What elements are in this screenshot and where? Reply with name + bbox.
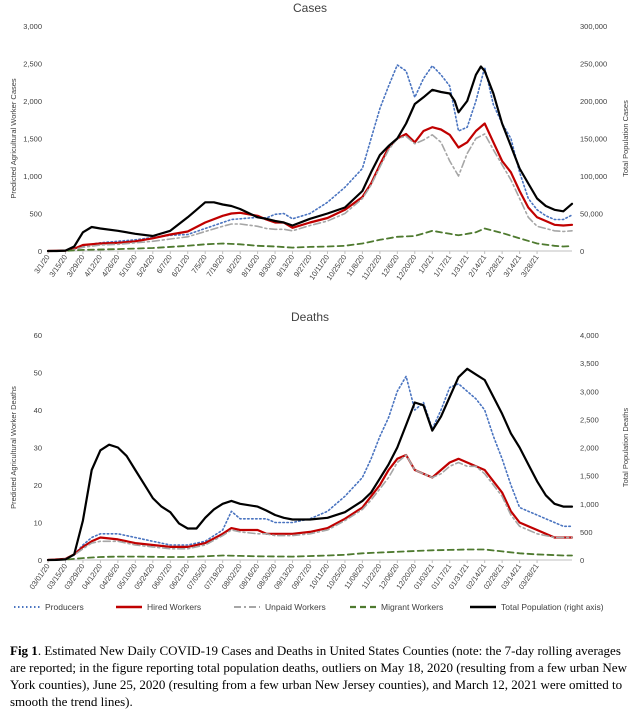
y2-tick-label: 0 bbox=[580, 247, 584, 256]
series-line-unpaid bbox=[47, 454, 573, 561]
y-tick-label: 30 bbox=[34, 444, 42, 453]
legend-label-total: Total Population (right axis) bbox=[501, 602, 604, 612]
y-tick-label: 50 bbox=[34, 369, 42, 378]
y2-tick-label: 3,500 bbox=[580, 359, 599, 368]
y-tick-label: 2,500 bbox=[23, 60, 42, 69]
caption-label: Fig 1 bbox=[10, 643, 38, 658]
y2-axis-title: Total Population Deaths bbox=[621, 408, 630, 487]
chart-canvas: Cases05001,0001,5002,0002,5003,000050,00… bbox=[9, 1, 630, 612]
y-axis-title: Predicted Agricultural Worker Deaths bbox=[9, 386, 18, 509]
y-tick-label: 2,000 bbox=[23, 97, 42, 106]
y2-tick-label: 100,000 bbox=[580, 172, 607, 181]
y2-tick-label: 1,500 bbox=[580, 472, 599, 481]
legend-label-hired: Hired Workers bbox=[147, 602, 201, 612]
series-line-total bbox=[46, 65, 574, 253]
y2-tick-label: 2,000 bbox=[580, 444, 599, 453]
y-tick-label: 1,500 bbox=[23, 135, 42, 144]
chart-panel-deaths: Deaths 0 10 20 30 40 50 60 0 500 1,000 1,500 2,000 2,… bbox=[9, 310, 630, 591]
y2-tick-label: 0 bbox=[580, 556, 584, 565]
y-tick-label: 20 bbox=[34, 481, 42, 490]
y2-tick-label: 50,000 bbox=[580, 210, 603, 219]
legend-label-migrant: Migrant Workers bbox=[381, 602, 443, 612]
legend-label-unpaid: Unpaid Workers bbox=[265, 602, 326, 612]
chart-title: Cases bbox=[293, 1, 327, 15]
series-line-producers bbox=[47, 375, 573, 561]
series-line-unpaid bbox=[47, 133, 573, 252]
chart-title: Deaths bbox=[291, 310, 329, 324]
y2-tick-label: 500 bbox=[580, 528, 593, 537]
y-tick-label: 0 bbox=[38, 247, 42, 256]
y-tick-label: 1,000 bbox=[23, 172, 42, 181]
y2-tick-label: 3,000 bbox=[580, 387, 599, 396]
y2-tick-label: 2,500 bbox=[580, 415, 599, 424]
y-axis-title: Predicted Agricultural Worker Cases bbox=[9, 78, 18, 199]
y-tick-label: 500 bbox=[29, 210, 42, 219]
chart-panel-cases: Cases 0 500 1,000 1,500 2,000 2,500 3,000 0 50,00… bbox=[9, 1, 630, 282]
y-tick-label: 40 bbox=[34, 406, 42, 415]
y-tick-label: 0 bbox=[38, 556, 42, 565]
x-tick-label: 6/21/20 bbox=[170, 253, 192, 279]
y2-tick-label: 150,000 bbox=[580, 135, 607, 144]
y2-tick-label: 250,000 bbox=[580, 60, 607, 69]
series-line-hired bbox=[46, 453, 574, 562]
y2-tick-label: 1,000 bbox=[580, 500, 599, 509]
y2-axis-title: Total Population Cases bbox=[621, 100, 630, 177]
series-line-migrant bbox=[47, 227, 573, 252]
y2-tick-label: 4,000 bbox=[580, 331, 599, 340]
series-line-hired bbox=[46, 122, 574, 253]
y-tick-label: 10 bbox=[34, 519, 42, 528]
legend: Producers Hired Workers Unpaid Workers Migr… bbox=[14, 602, 604, 612]
x-tick-label: 5/24/20 bbox=[135, 253, 157, 279]
y-tick-label: 60 bbox=[34, 331, 42, 340]
figure-caption: Fig 1. Estimated New Daily COVID-19 Case… bbox=[10, 642, 628, 710]
x-tick-label: 3/28/21 bbox=[519, 253, 541, 279]
y2-tick-label: 300,000 bbox=[580, 22, 607, 31]
caption-text: . Estimated New Daily COVID-19 Cases and… bbox=[10, 643, 627, 709]
series-line-total bbox=[46, 367, 574, 562]
series-line-migrant bbox=[47, 548, 573, 561]
y-tick-label: 3,000 bbox=[23, 22, 42, 31]
legend-label-producers: Producers bbox=[45, 602, 84, 612]
y2-tick-label: 200,000 bbox=[580, 97, 607, 106]
x-tick-label: 7/19/20 bbox=[205, 253, 227, 279]
